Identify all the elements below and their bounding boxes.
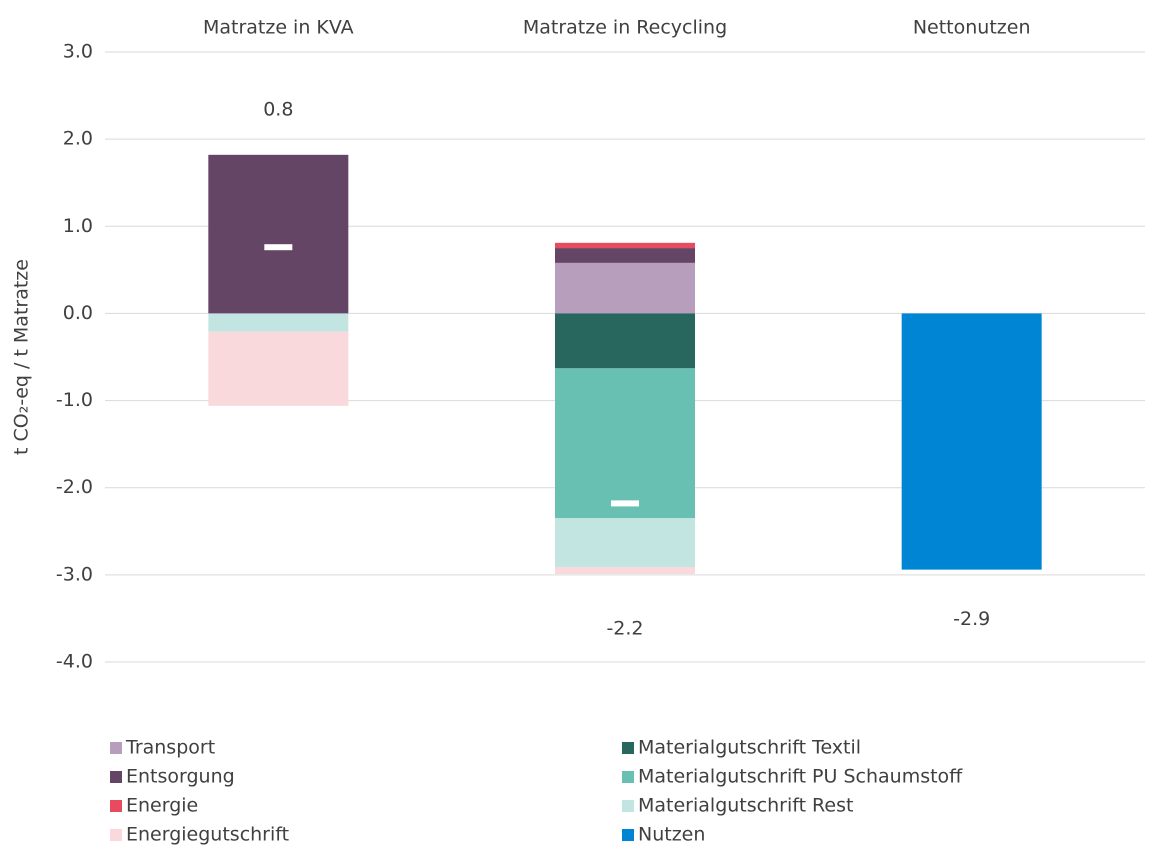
legend-label: Entsorgung — [126, 766, 235, 788]
legend-label: Nutzen — [638, 824, 705, 846]
legend-swatch — [622, 742, 634, 754]
legend-swatch — [110, 742, 122, 754]
legend-swatch — [622, 800, 634, 812]
legend-swatch — [110, 829, 122, 841]
bar-segment — [555, 368, 695, 519]
legend-label: Energiegutschrift — [126, 824, 289, 846]
bar-segment — [555, 518, 695, 568]
category-label: Matratze in Recycling — [523, 17, 727, 39]
legend-swatch — [622, 829, 634, 841]
bar-segment — [901, 313, 1042, 570]
y-tick-label: 1.0 — [63, 215, 93, 237]
total-marker — [264, 244, 293, 251]
category-label: Nettonutzen — [913, 17, 1031, 39]
bar-segment — [208, 331, 349, 406]
y-axis-label: t CO₂-eq / t Matratze — [11, 259, 33, 455]
y-tick-label: -1.0 — [56, 389, 93, 411]
legend-swatch — [110, 800, 122, 812]
y-tick-label: -3.0 — [56, 563, 93, 585]
legend-label: Materialgutschrift PU Schaumstoff — [638, 766, 963, 788]
bar-segment — [555, 262, 695, 314]
total-label: 0.8 — [263, 98, 293, 120]
legend-label: Transport — [125, 737, 215, 759]
y-tick-label: -4.0 — [56, 651, 93, 673]
y-tick-label: -2.0 — [56, 476, 93, 498]
legend-label: Materialgutschrift Textil — [638, 737, 861, 759]
category-label: Matratze in KVA — [203, 17, 354, 39]
bar-segment — [555, 567, 695, 574]
bar-segment — [208, 154, 349, 314]
bar-segment — [555, 313, 695, 369]
bar-segment — [555, 242, 695, 249]
legend-label: Materialgutschrift Rest — [638, 795, 853, 817]
y-tick-label: 3.0 — [63, 41, 93, 63]
bar-segment — [555, 248, 695, 263]
total-marker — [611, 500, 639, 507]
y-tick-label: 0.0 — [63, 302, 93, 324]
legend-swatch — [110, 771, 122, 783]
bar-segment — [208, 313, 349, 332]
total-label: -2.2 — [606, 617, 643, 639]
legend-label: Energie — [126, 795, 198, 817]
legend-swatch — [622, 771, 634, 783]
data-label: -2.9 — [953, 608, 990, 630]
y-tick-label: 2.0 — [63, 128, 93, 150]
